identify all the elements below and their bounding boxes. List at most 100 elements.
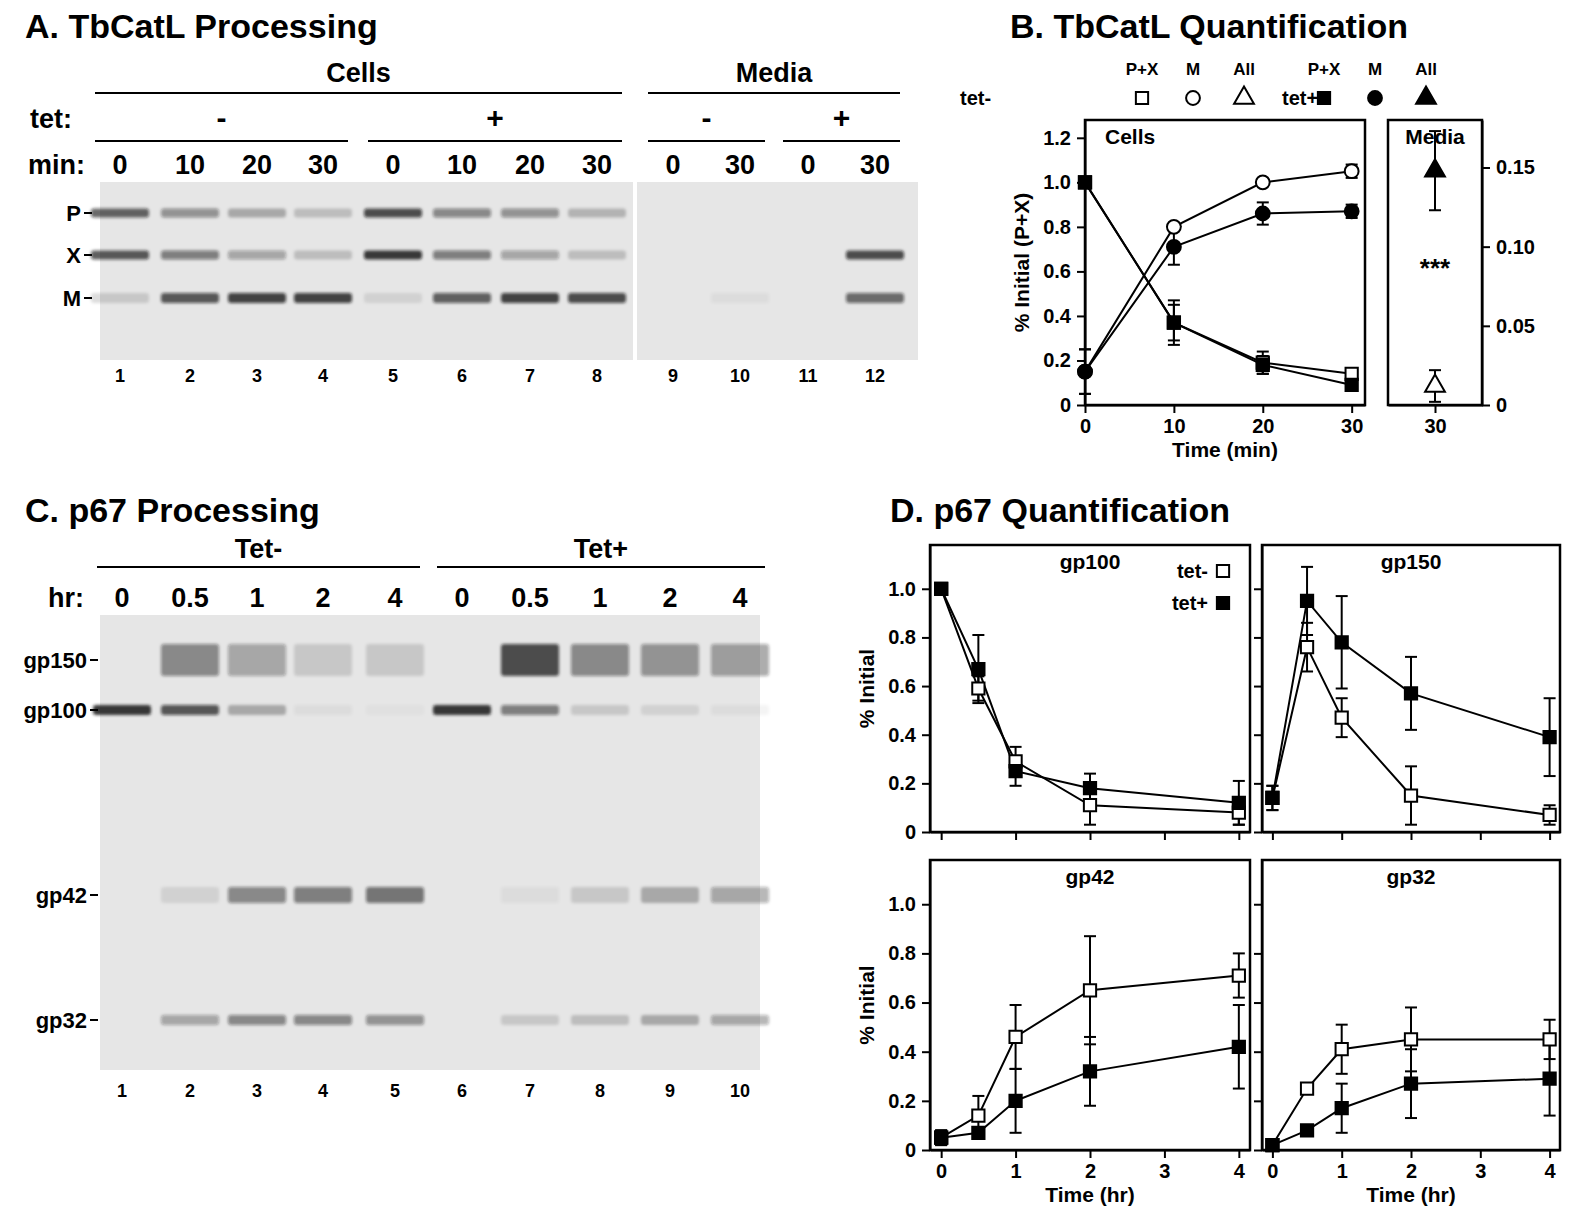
- error-bar-line: [1544, 824, 1556, 826]
- error-bar: [1079, 349, 1091, 394]
- gel-band: [641, 705, 699, 715]
- x-tick-mark: [1351, 405, 1353, 413]
- gel-band: [568, 293, 626, 303]
- gel-panel: gp150gp100gp42gp3212345678910hr:00.51240…: [23, 534, 769, 1101]
- y-tick-label: 0.8: [888, 626, 916, 648]
- y-tick: 1.0: [888, 578, 930, 600]
- error-bar-line: [1544, 1019, 1556, 1021]
- plot-panel: 01234gp32Time (hr): [1254, 860, 1561, 1206]
- error-bar: [935, 1130, 947, 1145]
- gel-band: [501, 1015, 559, 1025]
- y-tick: 0.8: [888, 942, 930, 964]
- x-tick: [1272, 832, 1273, 840]
- lane-time: 20: [515, 150, 545, 180]
- y-tick: 0.2: [888, 1090, 930, 1112]
- gel-band: [364, 209, 422, 218]
- lane-time: 10: [447, 150, 477, 180]
- plot-label: gp150: [1381, 550, 1442, 573]
- error-bar-line: [1405, 656, 1417, 658]
- lane-number: 7: [525, 1081, 535, 1101]
- x-tick: 1: [1337, 1150, 1348, 1182]
- x-tick-mark: [1435, 405, 1437, 413]
- gel-band: [711, 705, 769, 715]
- error-bar-line: [1405, 765, 1417, 767]
- error-bar: [1405, 766, 1417, 824]
- y-tick-mark: [1077, 360, 1085, 362]
- error-bar: [1544, 805, 1556, 824]
- error-bar-line: [1010, 1132, 1022, 1134]
- y-tick: 0.15: [1482, 156, 1535, 178]
- y-tick: 1.0: [888, 893, 930, 915]
- gel-band: [501, 644, 559, 676]
- error-bar-line: [1405, 824, 1417, 826]
- x-axis: 0102030: [1080, 405, 1366, 437]
- x-tick-mark: [1341, 1150, 1343, 1158]
- error-bar: [1405, 1049, 1417, 1118]
- gel-band: [433, 1015, 491, 1025]
- y-tick-mark: [1254, 734, 1262, 736]
- marker: [1405, 687, 1417, 699]
- y-axis: 00.20.40.60.81.0: [888, 861, 930, 1161]
- gel-band: [779, 209, 837, 218]
- lane-time: 0: [114, 583, 129, 613]
- plot-frame: [930, 545, 1250, 832]
- x-tick-label: 1: [1011, 1160, 1022, 1182]
- gel-band: [93, 705, 151, 715]
- lane-number: 1: [117, 1081, 127, 1101]
- series-line: [1085, 171, 1352, 371]
- y-tick: 0.10: [1482, 236, 1535, 258]
- error-bar: [1010, 1005, 1022, 1069]
- error-bar-line: [1233, 1088, 1245, 1090]
- marker: [935, 583, 947, 595]
- x-axis: 01234: [1263, 1150, 1561, 1182]
- x-tick: 2: [1406, 1150, 1417, 1182]
- error-bar-line: [1233, 952, 1245, 954]
- gel-band: [228, 887, 286, 903]
- lane-time: 0.5: [511, 583, 549, 613]
- x-tick: [1411, 832, 1412, 840]
- error-bar-line: [972, 634, 984, 636]
- error-bar: [1233, 1005, 1245, 1089]
- gel-band: [711, 293, 769, 303]
- y-tick-mark: [1482, 325, 1490, 327]
- plot-panel: 010203000.20.40.60.81.01.2CellsTime (min…: [1010, 120, 1366, 461]
- figure-svg: A. TbCatL ProcessingPXM123456789101112mi…: [0, 0, 1576, 1225]
- y-tick-label: 0.2: [888, 772, 916, 794]
- lane-number: 2: [185, 366, 195, 386]
- lane-number: 8: [595, 1081, 605, 1101]
- legend-marker: [1217, 597, 1229, 609]
- error-bar: [1233, 953, 1245, 997]
- y-tick-mark: [922, 832, 930, 834]
- gel-band: [433, 293, 491, 303]
- panel-title: B. TbCatL Quantification: [1010, 7, 1408, 45]
- error-bar: [1079, 349, 1091, 394]
- error-bar-line: [1336, 736, 1348, 738]
- x-tick: 10: [1163, 405, 1185, 437]
- y-tick-mark: [1254, 783, 1262, 785]
- gel-band: [93, 1015, 151, 1025]
- band-label: gp150: [23, 648, 87, 673]
- error-bar: [1544, 698, 1556, 776]
- plot-panel: gp150: [1254, 545, 1561, 840]
- y-axis-line: [1085, 121, 1087, 406]
- error-bar-line: [1084, 1036, 1096, 1038]
- lane-time: 4: [387, 583, 402, 613]
- marker: [1256, 207, 1270, 221]
- series-line: [1085, 182, 1352, 373]
- marker: [935, 583, 947, 595]
- marks: [935, 583, 1245, 825]
- y-tick-label: 1.0: [888, 578, 916, 600]
- x-tick-mark: [1173, 405, 1175, 413]
- gel-band: [366, 1015, 424, 1025]
- lane-time: 20: [242, 150, 272, 180]
- marker: [1425, 159, 1445, 176]
- marker: [1266, 1139, 1278, 1151]
- marker: [1405, 1033, 1417, 1045]
- group-line: [648, 92, 900, 94]
- gel-band: [228, 209, 286, 218]
- marker: [1336, 1043, 1348, 1055]
- marker: [1345, 164, 1359, 178]
- error-bar-line: [1336, 595, 1348, 597]
- gel-image: [637, 182, 918, 360]
- gel-band: [846, 209, 904, 218]
